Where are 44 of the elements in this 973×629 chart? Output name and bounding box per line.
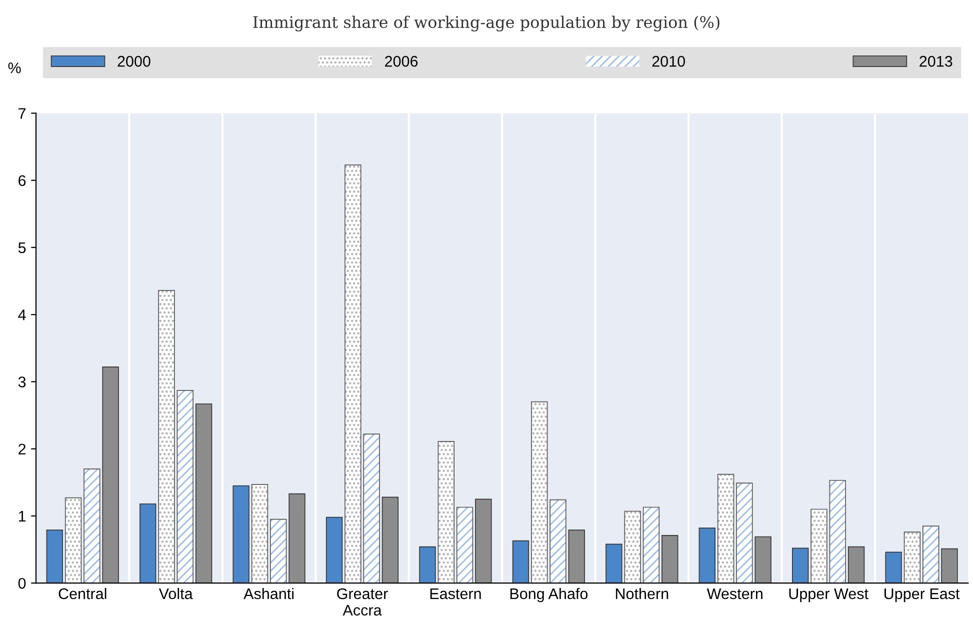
bar	[232, 485, 250, 584]
bar	[382, 496, 399, 584]
legend-label: 2013	[920, 56, 952, 67]
y-tick-label: 3	[18, 376, 26, 388]
x-tick-label: Bong Ahafo	[510, 588, 588, 602]
x-tick-label: Greater Accra	[337, 588, 388, 616]
x-tick-label: Upper East	[884, 588, 960, 602]
bar	[326, 516, 343, 584]
bar	[848, 546, 865, 584]
bar	[662, 535, 678, 584]
legend-label: 2010	[652, 56, 685, 67]
chart-title: Immigrant share of working-age population by region (%)	[253, 16, 720, 32]
bar	[140, 503, 156, 584]
bar	[754, 536, 772, 584]
bar	[288, 493, 306, 584]
y-tick-label: 1	[18, 510, 26, 522]
legend-label: 2006	[385, 56, 418, 67]
x-tick-label: Eastern	[430, 588, 481, 600]
x-tick-label: Upper West	[789, 588, 868, 602]
bar	[606, 544, 622, 584]
bar	[475, 498, 492, 584]
x-tick-label: Ashanti	[244, 588, 294, 600]
x-tick-label: Western	[706, 588, 762, 600]
bar	[419, 546, 436, 584]
bar	[102, 366, 119, 584]
y-axis-title: %	[8, 62, 21, 74]
bar	[941, 548, 958, 584]
y-tick-label: 0	[18, 578, 26, 589]
x-tick-label: Volta	[158, 588, 193, 600]
x-tick-label: Nothern	[616, 588, 668, 600]
x-tick-label: Central	[58, 588, 106, 600]
y-tick-label: 7	[18, 108, 26, 119]
bar	[885, 552, 902, 584]
bar	[698, 528, 716, 584]
y-tick-label: 5	[18, 242, 26, 254]
y-tick-label: 2	[18, 444, 26, 454]
bar	[46, 530, 63, 584]
bar	[512, 540, 530, 584]
legend-label: 2000	[118, 56, 150, 67]
bar	[568, 530, 585, 584]
y-tick-label: 6	[18, 175, 26, 186]
bar	[195, 403, 212, 584]
bar	[792, 548, 809, 584]
y-tick-label: 4	[18, 310, 26, 320]
